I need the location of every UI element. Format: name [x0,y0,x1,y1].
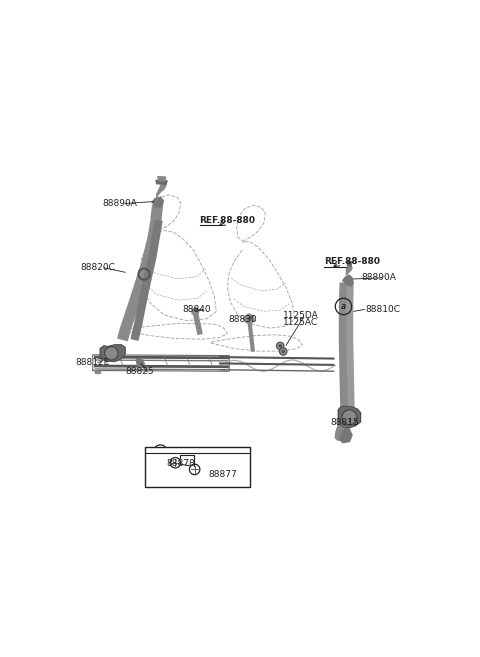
Circle shape [105,347,118,360]
Text: 88810C: 88810C [366,305,401,314]
Text: 88830: 88830 [228,315,257,325]
Circle shape [281,350,285,353]
Text: REF.88-880: REF.88-880 [324,258,380,266]
Text: 88812E: 88812E [75,358,109,367]
Polygon shape [93,371,100,373]
Text: a: a [341,302,346,311]
Text: REF.88-880: REF.88-880 [200,215,255,225]
Polygon shape [347,265,352,275]
Polygon shape [340,428,352,443]
Text: 88820C: 88820C [81,263,115,272]
Circle shape [279,348,287,355]
Text: 88890A: 88890A [103,199,138,208]
Polygon shape [343,275,353,286]
Circle shape [276,342,284,350]
Text: 88877: 88877 [209,470,238,479]
Text: 88825: 88825 [125,367,154,376]
Polygon shape [335,426,344,440]
Polygon shape [136,359,144,367]
Text: 88815: 88815 [330,418,359,426]
Text: 88890A: 88890A [361,273,396,283]
Text: 1125DA: 1125DA [283,311,319,321]
Polygon shape [338,406,360,428]
Text: 88840: 88840 [183,305,211,314]
Polygon shape [156,183,166,197]
Polygon shape [152,197,163,208]
Polygon shape [192,307,200,314]
FancyBboxPatch shape [145,447,250,487]
Polygon shape [347,261,351,266]
Polygon shape [100,345,125,361]
Circle shape [342,410,357,425]
Polygon shape [244,314,254,324]
Text: a: a [158,447,163,456]
Text: 88878: 88878 [166,459,195,468]
Polygon shape [156,181,167,184]
Circle shape [278,344,282,348]
Polygon shape [158,177,166,181]
Text: 1125AC: 1125AC [283,319,318,327]
